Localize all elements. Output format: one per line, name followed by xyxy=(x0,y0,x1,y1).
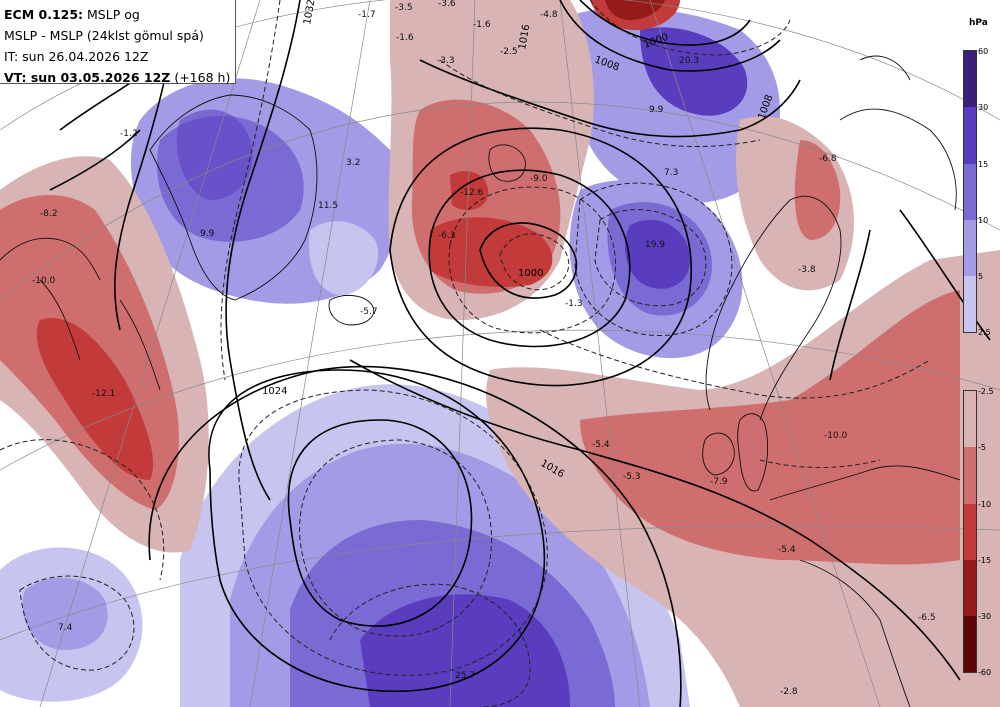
valid-time: VT: sun 03.05.2026 12Z (+168 h) xyxy=(4,70,231,85)
legend-tick: 10 xyxy=(978,216,989,225)
isobar-label: 1024 xyxy=(262,386,287,397)
value-label: 7.4 xyxy=(58,623,73,633)
value-label: -2.8 xyxy=(780,687,798,697)
value-label: -6.8 xyxy=(819,154,837,164)
value-label: -1.7 xyxy=(358,10,376,20)
value-label: -8.2 xyxy=(40,209,58,219)
legend-tick: -2.5 xyxy=(978,387,994,396)
value-label: -1.3 xyxy=(565,299,583,309)
value-label: -6.3 xyxy=(438,231,456,241)
value-label: -3.5 xyxy=(395,3,413,13)
legend-tick: -30 xyxy=(978,612,992,621)
info-box: ECM 0.125: MSLP og MSLP - MSLP (24klst g… xyxy=(0,0,236,85)
field-description: MSLP - MSLP (24klst gömul spá) xyxy=(4,28,204,43)
value-label: -10.0 xyxy=(824,431,848,441)
legend-tick: -5 xyxy=(978,443,986,452)
value-label: -3.8 xyxy=(798,265,816,275)
model-title: ECM 0.125: MSLP og xyxy=(4,7,140,22)
value-label: -6.5 xyxy=(918,613,936,623)
value-label: -4.8 xyxy=(540,10,558,20)
value-label: -5.3 xyxy=(623,472,641,482)
isobars xyxy=(49,0,991,707)
value-label: -3.3 xyxy=(437,56,455,66)
value-label: -12.6 xyxy=(460,188,484,198)
value-label: 7.3 xyxy=(664,168,678,178)
positive-anomaly-fill xyxy=(0,7,780,707)
value-label: 25.7 xyxy=(455,671,475,681)
legend-tick: 60 xyxy=(978,47,989,56)
value-label: -3.6 xyxy=(438,0,456,9)
previous-isobars xyxy=(0,0,931,707)
legend-negative-colorbar xyxy=(963,390,977,673)
anomaly-values: -1.7 -3.5 -3.6 -1.6 -4.8 -2.5 -3.3 -1.6 … xyxy=(32,0,936,697)
legend-tick: -10 xyxy=(978,500,992,509)
isobar-label: 1016 xyxy=(517,24,532,51)
coastlines xyxy=(0,55,961,707)
value-label: -5.4 xyxy=(592,440,610,450)
value-label: -1.2 xyxy=(120,129,138,139)
isobar-label: 1000 xyxy=(518,268,543,279)
legend-tick: 15 xyxy=(978,160,989,169)
value-label: 11.5 xyxy=(318,201,338,211)
value-label: -12.1 xyxy=(92,389,115,399)
legend-tick: 5 xyxy=(978,272,984,281)
init-time: IT: sun 26.04.2026 12Z xyxy=(4,49,149,64)
legend-tick: 2.5 xyxy=(978,328,991,337)
legend-tick: -15 xyxy=(978,556,992,565)
legend-unit: hPa xyxy=(969,18,988,28)
value-label: -1.6 xyxy=(473,20,491,30)
isobar-label: 1032 xyxy=(302,0,317,26)
value-label: 20.3 xyxy=(679,56,699,66)
legend-tick: 30 xyxy=(978,103,989,112)
value-label: 3.2 xyxy=(346,158,360,168)
legend-tick: -60 xyxy=(978,668,992,677)
value-label: -7.9 xyxy=(710,477,728,487)
value-label: -1.6 xyxy=(396,33,414,43)
value-label: 9.9 xyxy=(200,229,215,239)
value-label: -2.5 xyxy=(500,47,518,57)
value-label: -5.4 xyxy=(778,545,796,555)
value-label: 19.9 xyxy=(645,240,665,250)
legend-positive-colorbar xyxy=(963,50,977,333)
value-label: -5.7 xyxy=(360,307,378,317)
value-label: -9.0 xyxy=(530,174,548,184)
value-label: 9.9 xyxy=(649,105,664,115)
value-label: -10.0 xyxy=(32,276,56,286)
